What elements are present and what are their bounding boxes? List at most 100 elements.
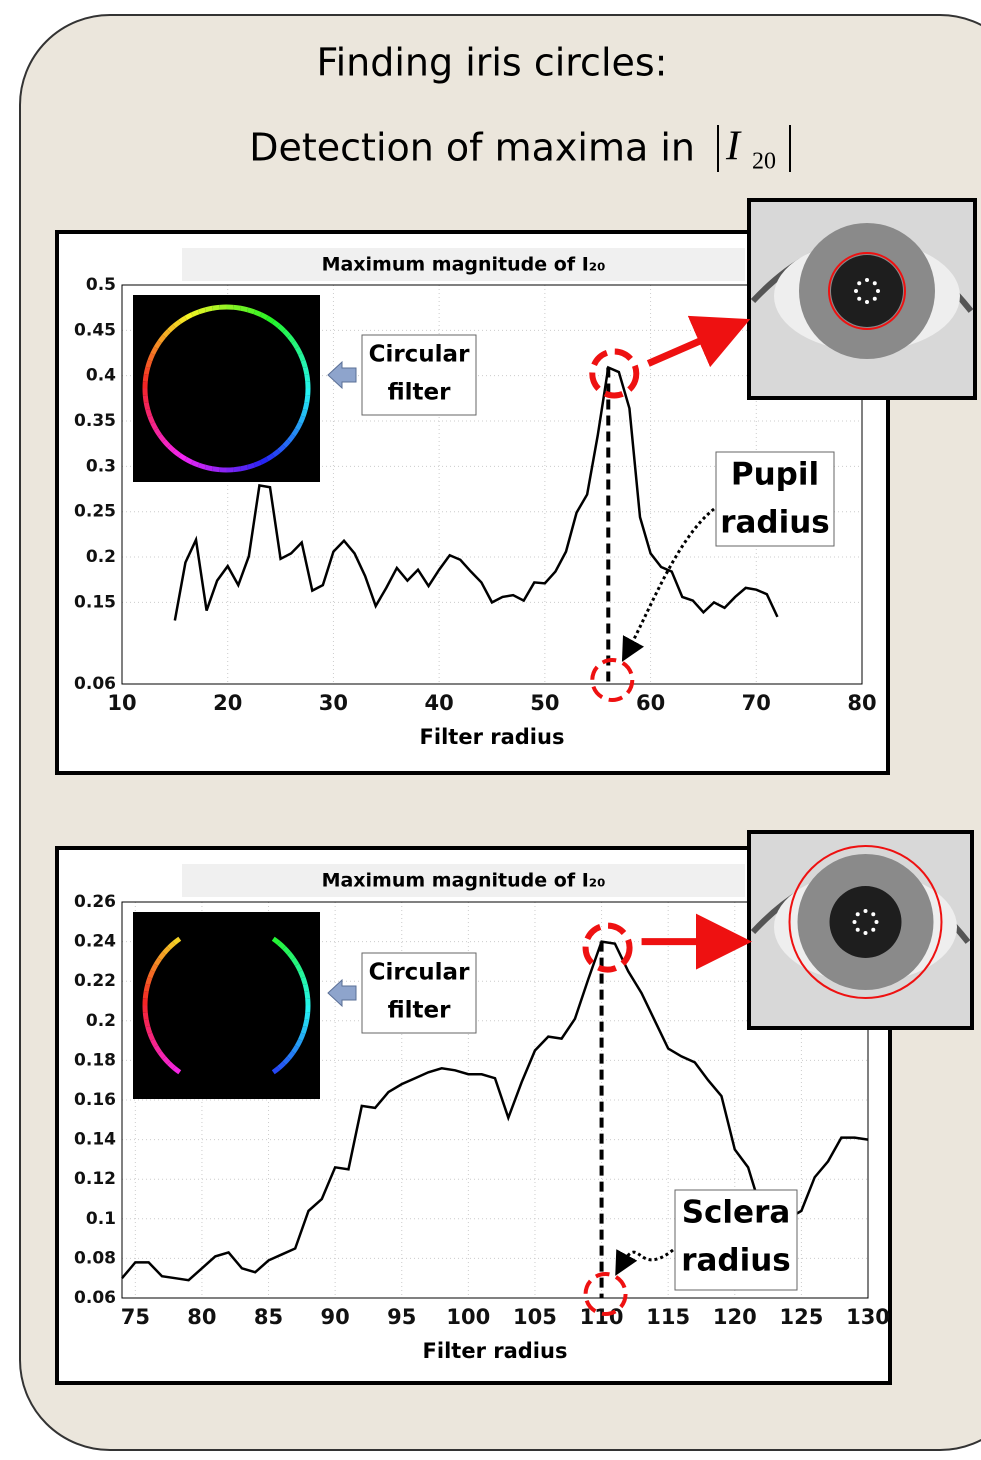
x-tick-label: 80 <box>187 1305 216 1329</box>
x-tick-label: 30 <box>319 691 348 715</box>
filter-ring <box>148 1027 150 1034</box>
filter-ring <box>303 410 305 417</box>
filter-ring <box>199 310 206 312</box>
annotation-text: Circular <box>369 342 471 368</box>
y-tick-label: 0.5 <box>86 275 116 295</box>
x-tick-label: 95 <box>387 1305 416 1329</box>
filter-ring <box>300 971 303 978</box>
filter-ring <box>192 462 199 465</box>
filter-ring <box>293 429 297 435</box>
filter-ring <box>148 410 150 417</box>
y-tick-label: 0.14 <box>74 1130 116 1150</box>
filter-ring <box>300 1033 303 1040</box>
filter-ring <box>150 971 153 978</box>
filter-ring <box>146 984 148 991</box>
filter-ring <box>156 342 160 348</box>
filter-ring <box>186 459 192 462</box>
filter-ring <box>300 354 303 361</box>
y-tick-label: 0.2 <box>86 547 116 567</box>
filter-ring <box>297 965 300 971</box>
filter-ring <box>261 459 267 462</box>
filter-ring <box>174 451 180 455</box>
filter-ring <box>145 1013 146 1020</box>
filter-ring <box>148 361 150 368</box>
y-tick-label: 0.24 <box>74 932 116 952</box>
filter-ring <box>174 322 180 326</box>
x-tick-label: 80 <box>847 691 876 715</box>
filter-ring <box>305 367 307 374</box>
filter-ring <box>273 939 279 943</box>
filter-ring <box>248 310 255 312</box>
filter-ring <box>160 953 164 959</box>
filter-ring <box>307 991 308 998</box>
formula-subscript: 20 <box>752 149 776 175</box>
filter-ring <box>160 336 164 342</box>
y-tick-label: 0.2 <box>86 1011 116 1031</box>
filter-ring <box>145 374 146 381</box>
glint <box>873 297 877 301</box>
filter-ring <box>205 308 212 310</box>
y-tick-label: 0.26 <box>74 892 116 912</box>
filter-ring <box>153 348 156 354</box>
filter-ring <box>192 312 199 315</box>
filter-image <box>133 295 320 482</box>
filter-ring <box>234 307 241 308</box>
filter-ring <box>150 354 153 361</box>
x-tick-label: 60 <box>636 691 665 715</box>
y-tick-label: 0.3 <box>86 456 116 476</box>
y-tick-label: 0.45 <box>74 320 116 340</box>
filter-ring <box>267 455 273 459</box>
filter-ring <box>293 959 297 965</box>
filter-ring <box>146 1020 148 1027</box>
x-tick-label: 70 <box>742 691 771 715</box>
filter-ring <box>153 1040 156 1046</box>
glint <box>876 289 880 293</box>
filter-ring <box>273 451 279 455</box>
filter-ring <box>153 965 156 971</box>
filter-ring <box>180 318 186 322</box>
y-tick-label: 0.25 <box>74 502 116 522</box>
filter-ring <box>145 991 146 998</box>
glint <box>871 928 875 932</box>
filter-ring <box>267 318 273 322</box>
filter-ring <box>150 416 153 423</box>
filter-ring <box>153 423 156 429</box>
x-axis-label: Filter radius <box>423 1339 568 1363</box>
glint <box>865 300 869 304</box>
slide: Finding iris circles: Detection of maxim… <box>0 0 981 1460</box>
pupil <box>830 886 902 958</box>
filter-ring <box>145 396 146 403</box>
glint <box>856 928 860 932</box>
x-tick-label: 20 <box>213 691 242 715</box>
filter-ring <box>307 374 308 381</box>
y-tick-label: 0.35 <box>74 411 116 431</box>
slide-subtitle: Detection of maxima in <box>249 126 695 170</box>
filter-ring <box>241 467 248 469</box>
y-tick-label: 0.08 <box>74 1248 116 1268</box>
y-tick-label: 0.1 <box>86 1209 116 1229</box>
filter-ring <box>156 429 160 435</box>
y-tick-label: 0.15 <box>74 592 116 612</box>
x-tick-label: 115 <box>646 1305 690 1329</box>
x-tick-label: 100 <box>446 1305 490 1329</box>
x-tick-label: 120 <box>713 1305 757 1329</box>
y-tick-label: 0.22 <box>74 971 116 991</box>
annotation-text: Sclera <box>682 1195 791 1231</box>
filter-image <box>133 912 320 1099</box>
filter-ring <box>289 435 293 441</box>
filter-ring <box>297 423 300 429</box>
chart-title: Maximum magnitude of I₂₀ <box>322 870 606 892</box>
filter-ring <box>289 953 293 959</box>
annotation-text: filter <box>388 380 452 406</box>
filter-ring <box>303 361 305 368</box>
glint <box>856 912 860 916</box>
y-tick-label: 0.16 <box>74 1090 116 1110</box>
filter-ring <box>261 315 267 318</box>
filter-ring <box>180 455 186 459</box>
filter-ring <box>289 1052 293 1058</box>
glint <box>864 931 868 935</box>
filter-ring <box>205 467 212 469</box>
filter-ring <box>303 978 305 985</box>
glint <box>864 909 868 913</box>
y-tick-label: 0.18 <box>74 1050 116 1070</box>
